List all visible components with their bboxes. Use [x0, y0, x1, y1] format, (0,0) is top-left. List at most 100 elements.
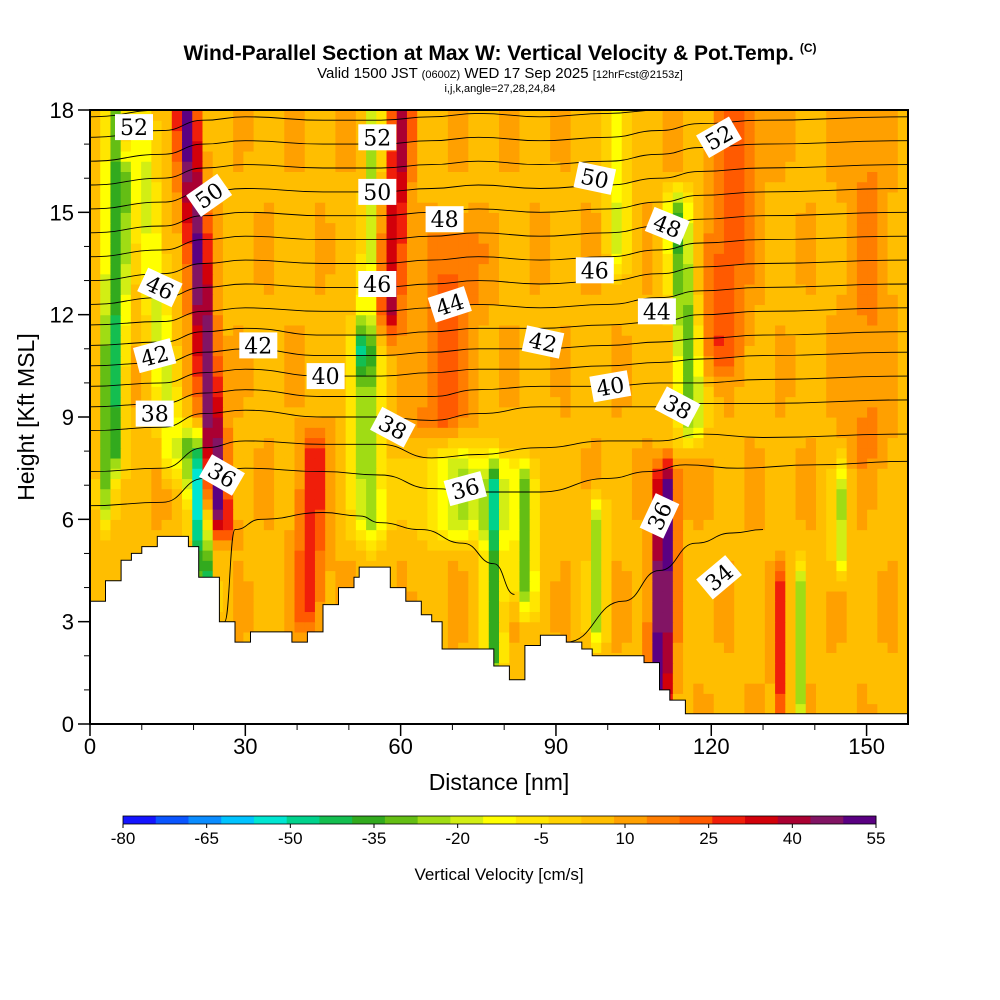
velocity-cell [652, 365, 664, 377]
velocity-cell [458, 263, 469, 275]
velocity-cell [161, 130, 173, 142]
velocity-cell [366, 488, 377, 500]
velocity-cell [550, 212, 561, 224]
velocity-cell [611, 396, 623, 408]
velocity-cell [887, 314, 899, 326]
velocity-cell [253, 417, 265, 428]
velocity-cell [386, 304, 398, 316]
velocity-cell [509, 539, 521, 551]
velocity-cell [182, 447, 193, 459]
velocity-cell [846, 560, 858, 572]
velocity-cell [212, 488, 224, 500]
velocity-cell [427, 539, 439, 551]
velocity-cell [805, 324, 817, 336]
velocity-cell [672, 191, 684, 203]
velocity-cell [846, 243, 858, 254]
velocity-cell [458, 120, 469, 132]
velocity-cell [601, 498, 613, 510]
velocity-cell [110, 365, 122, 377]
velocity-cell [550, 355, 561, 367]
velocity-cell [652, 478, 664, 490]
velocity-cell [693, 447, 705, 459]
velocity-cell [785, 457, 797, 469]
velocity-cell [447, 580, 459, 592]
velocity-cell [723, 447, 735, 459]
velocity-cell [713, 181, 725, 193]
velocity-cell [877, 386, 889, 398]
velocity-cell [304, 406, 316, 418]
velocity-cell [539, 294, 551, 306]
velocity-cell [601, 406, 613, 418]
velocity-cell [683, 212, 694, 224]
velocity-cell [284, 150, 296, 162]
velocity-cell [253, 314, 265, 326]
velocity-cell [580, 417, 592, 428]
velocity-cell [805, 550, 817, 561]
velocity-cell [120, 345, 132, 357]
velocity-cell [509, 529, 521, 541]
velocity-cell [243, 550, 255, 561]
velocity-cell [693, 253, 705, 265]
velocity-cell [795, 703, 807, 715]
velocity-cell [672, 539, 684, 551]
velocity-cell [570, 621, 582, 633]
velocity-cell [284, 468, 296, 479]
velocity-cell [284, 621, 296, 633]
velocity-cell [652, 355, 664, 367]
velocity-cell [785, 191, 797, 203]
velocity-cell [499, 335, 510, 346]
velocity-cell [805, 457, 817, 469]
velocity-cell [815, 386, 827, 398]
velocity-cell [427, 130, 439, 142]
velocity-cell [100, 447, 112, 459]
velocity-cell [652, 171, 664, 183]
velocity-cell [703, 519, 715, 531]
velocity-cell [529, 181, 541, 193]
velocity-cell [672, 376, 684, 387]
velocity-cell [294, 130, 306, 142]
velocity-cell [642, 345, 653, 357]
velocity-cell [580, 580, 592, 592]
velocity-cell [458, 273, 469, 285]
velocity-cell [856, 417, 868, 428]
velocity-cell [754, 283, 766, 295]
velocity-cell [703, 683, 715, 694]
velocity-cell [683, 529, 694, 541]
velocity-cell [897, 294, 908, 306]
velocity-cell [396, 580, 408, 592]
velocity-cell [366, 263, 377, 275]
velocity-cell [314, 560, 326, 572]
velocity-cell [683, 283, 694, 295]
velocity-cell [274, 580, 285, 592]
velocity-cell [345, 314, 357, 326]
velocity-cell [478, 140, 490, 152]
velocity-cell [713, 683, 725, 694]
velocity-cell [345, 570, 357, 582]
velocity-cell [775, 703, 786, 715]
velocity-cell [509, 550, 521, 561]
velocity-cell [447, 642, 459, 653]
velocity-cell [458, 509, 469, 520]
velocity-cell [427, 417, 439, 428]
velocity-cell [447, 191, 459, 203]
velocity-cell [130, 529, 142, 541]
velocity-cell [652, 468, 664, 479]
velocity-cell [785, 181, 797, 193]
velocity-cell [693, 324, 705, 336]
velocity-cell [141, 457, 152, 469]
velocity-cell [509, 191, 521, 203]
velocity-cell [355, 550, 367, 561]
velocity-cell [856, 519, 868, 531]
velocity-cell [877, 560, 889, 572]
velocity-cell [703, 468, 715, 479]
velocity-cell [151, 110, 163, 121]
velocity-cell [795, 529, 807, 541]
velocity-cell [212, 550, 224, 561]
velocity-cell [662, 488, 674, 500]
velocity-cell [376, 263, 388, 275]
velocity-cell [130, 365, 142, 377]
velocity-cell [100, 110, 112, 121]
velocity-cell [642, 539, 653, 551]
velocity-cell [601, 601, 613, 613]
velocity-cell [631, 253, 643, 265]
